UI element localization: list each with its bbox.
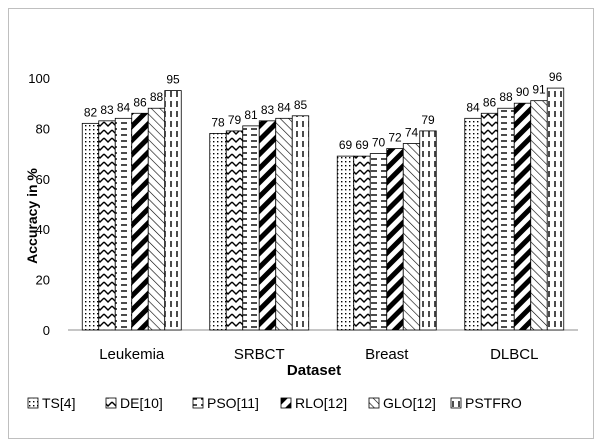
- data-label: 83: [261, 103, 275, 117]
- bar-leukemia-de10: [98, 120, 116, 331]
- data-label: 95: [166, 73, 180, 87]
- data-label: 86: [483, 95, 497, 109]
- legend-swatch: [450, 397, 462, 409]
- bar-leukemia-ts4: [81, 122, 100, 331]
- x-tick-label: DLBCL: [490, 346, 538, 363]
- data-label: 91: [532, 83, 546, 97]
- bar-srbct-glo12: [275, 117, 293, 331]
- data-label: 96: [549, 70, 563, 84]
- bar-breast-rlo12: [386, 148, 404, 331]
- legend-swatch: [280, 397, 292, 409]
- bar-leukemia-pstfro: [164, 90, 182, 331]
- data-label: 78: [211, 115, 225, 129]
- y-tick-label: 20: [36, 273, 50, 288]
- x-axis-title: Dataset: [287, 362, 341, 379]
- y-tick-label: 60: [36, 172, 50, 187]
- bar-leukemia-glo12: [147, 107, 166, 331]
- data-label: 83: [100, 103, 114, 117]
- data-label: 84: [117, 100, 131, 114]
- legend-swatch: [192, 397, 204, 409]
- legend-label: RLO[12]: [295, 395, 347, 411]
- bar-dlbcl-ts4: [464, 117, 482, 331]
- bar-dlbcl-de10: [480, 112, 499, 331]
- legend-item: PSTFRO: [450, 395, 522, 411]
- data-label: 84: [277, 100, 291, 114]
- legend-swatch: [368, 397, 380, 409]
- bar-leukemia-pso11: [114, 117, 133, 331]
- bar-srbct-pstfro: [291, 115, 310, 331]
- legend-item: DE[10]: [105, 395, 163, 411]
- legend-label: PSTFRO: [465, 395, 522, 411]
- legend-item: PSO[11]: [192, 395, 259, 411]
- legend-label: PSO[11]: [207, 395, 259, 411]
- data-label: 90: [516, 85, 530, 99]
- data-label: 84: [466, 100, 480, 114]
- legend-item: RLO[12]: [280, 395, 347, 411]
- x-tick-label: Breast: [365, 346, 409, 363]
- data-label: 88: [499, 90, 513, 104]
- legend-label: GLO[12]: [383, 395, 436, 411]
- y-tick-label: 0: [43, 323, 50, 338]
- bar-srbct-de10: [225, 130, 244, 331]
- bar-breast-glo12: [402, 143, 421, 331]
- x-tick-label: SRBCT: [234, 346, 285, 363]
- y-axis-title: Accuracy in %: [24, 168, 40, 264]
- bar-dlbcl-pstfro: [546, 87, 565, 331]
- bar-breast-de10: [353, 155, 371, 331]
- data-label: 79: [421, 113, 435, 127]
- data-label: 81: [244, 108, 258, 122]
- bar-dlbcl-glo12: [530, 100, 548, 331]
- legend-item: TS[4]: [27, 395, 75, 411]
- data-label: 88: [150, 90, 164, 104]
- y-tick-label: 100: [28, 71, 50, 86]
- data-label: 69: [339, 138, 353, 152]
- legend-swatch: [27, 397, 39, 409]
- data-label: 70: [372, 136, 386, 150]
- bar-dlbcl-rlo12: [513, 102, 532, 331]
- bar-srbct-rlo12: [258, 120, 277, 331]
- data-label: 74: [405, 126, 419, 140]
- data-label: 82: [84, 105, 98, 119]
- bar-dlbcl-pso11: [497, 107, 515, 331]
- y-tick-label: 40: [36, 222, 50, 237]
- bar-breast-pstfro: [419, 130, 437, 331]
- data-label: 79: [228, 113, 242, 127]
- data-label: 72: [388, 131, 402, 145]
- data-label: 86: [133, 95, 147, 109]
- bar-srbct-pso11: [242, 125, 260, 331]
- legend-label: TS[4]: [42, 395, 75, 411]
- data-label: 85: [294, 98, 308, 112]
- bar-leukemia-rlo12: [131, 112, 149, 331]
- legend-swatch: [105, 397, 117, 409]
- legend-label: DE[10]: [120, 395, 163, 411]
- bar-breast-ts4: [336, 155, 355, 331]
- bar-srbct-ts4: [209, 133, 227, 331]
- bar-breast-pso11: [369, 153, 388, 331]
- legend-item: GLO[12]: [368, 395, 436, 411]
- y-tick-label: 80: [36, 121, 50, 136]
- bars: [81, 87, 565, 331]
- legend: TS[4] DE[10] PSO[11] RLO[12] GLO[12] PSTFRO: [27, 395, 522, 411]
- x-tick-label: Leukemia: [99, 346, 165, 363]
- data-label: 69: [355, 138, 369, 152]
